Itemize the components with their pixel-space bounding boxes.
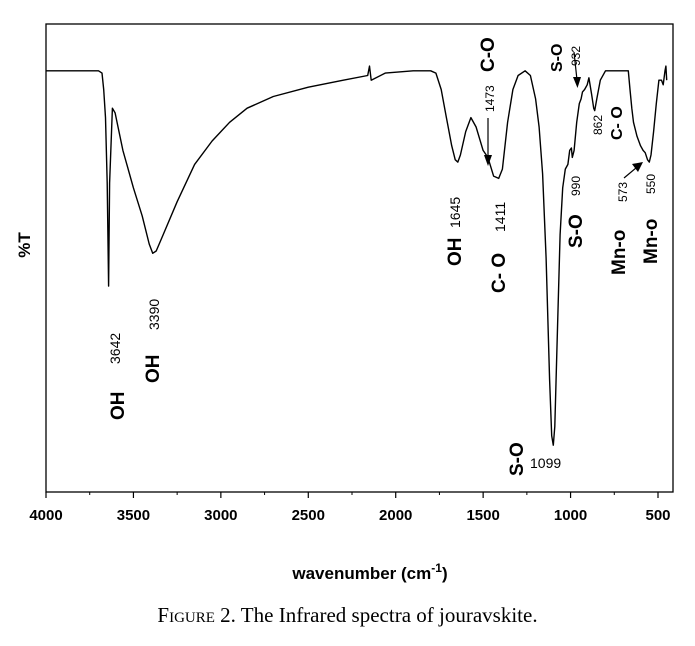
peak-label-573: 573 — [616, 182, 630, 202]
arrow-573 — [623, 162, 643, 179]
peak-label-990: 990 — [569, 176, 583, 196]
band-label-oh-3642: OH — [108, 392, 129, 421]
x-axis-label: wavenumber (cm-1) — [291, 561, 447, 583]
x-tick-label: 1500 — [466, 507, 499, 524]
peak-label-3642: 3642 — [107, 333, 123, 364]
peak-label-932: 932 — [569, 46, 583, 66]
peak-label-1099: 1099 — [530, 455, 561, 471]
band-label-co-1473: C-O — [478, 37, 499, 72]
band-label-co-1411: C- O — [489, 253, 510, 293]
caption-lead: Figure 2. — [157, 603, 236, 627]
x-tick-label: 3500 — [117, 507, 150, 524]
peak-label-3390: 3390 — [146, 299, 162, 330]
x-axis-label-close: ) — [442, 564, 448, 583]
x-axis-label-main: wavenumber (cm — [291, 564, 431, 583]
band-label-mno-550: Mn-o — [641, 219, 662, 264]
y-axis-label: %T — [15, 232, 34, 258]
x-tick-label: 2000 — [379, 507, 412, 524]
band-label-co-700: C- O — [609, 106, 626, 140]
x-tick-label: 4000 — [29, 507, 62, 524]
spectrum-line — [46, 65, 668, 446]
band-label-so-1099: S-O — [507, 442, 528, 476]
caption-text: The Infrared spectra of jouravskite. — [240, 603, 538, 627]
band-label-so-932: S-O — [549, 44, 566, 72]
figure-caption: Figure 2. The Infrared spectra of jourav… — [0, 603, 695, 628]
band-label-oh-1645: OH — [445, 238, 466, 267]
arrow-1473 — [484, 118, 492, 166]
x-tick-label: 1000 — [554, 507, 587, 524]
band-label-so-990: S-O — [566, 214, 587, 248]
peak-label-1411: 1411 — [492, 202, 508, 232]
peak-label-550: 550 — [644, 174, 658, 194]
x-tick-label: 2500 — [292, 507, 325, 524]
x-tick-label: 3000 — [204, 507, 237, 524]
peak-label-1645: 1645 — [447, 197, 463, 228]
band-label-mno-573: Mn-o — [609, 230, 630, 275]
x-axis-ticks: 4000 3500 3000 2500 2000 1500 1000 500 — [29, 492, 671, 524]
ir-spectrum-chart: 4000 3500 3000 2500 2000 1500 1000 500 %T waven… — [15, 23, 674, 583]
peak-label-862: 862 — [591, 115, 605, 135]
band-label-oh-3390: OH — [143, 355, 164, 384]
plot-frame — [45, 23, 674, 493]
arrow-932 — [573, 51, 581, 88]
x-axis-label-sup: -1 — [431, 561, 442, 575]
x-tick-label: 500 — [645, 507, 670, 524]
peak-label-1473: 1473 — [483, 85, 497, 112]
